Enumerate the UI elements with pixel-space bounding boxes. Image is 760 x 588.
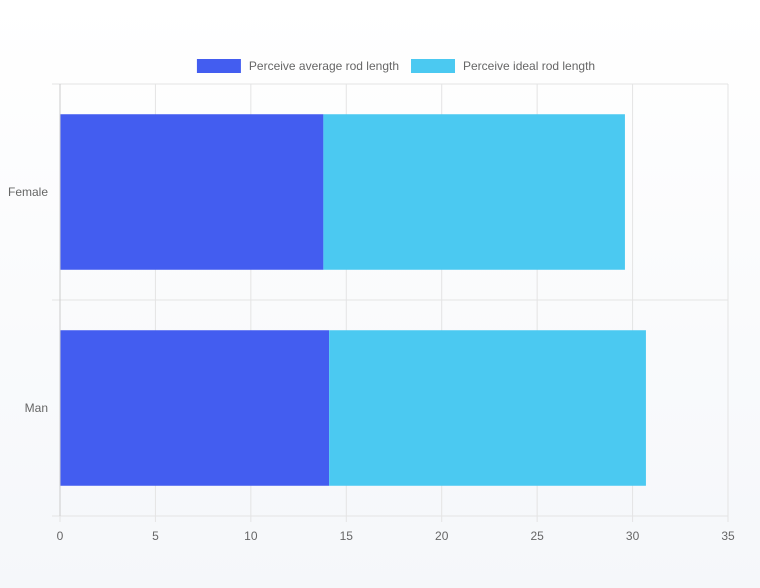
bar-man-series-2[interactable]: [329, 330, 646, 486]
x-tick-label: 0: [57, 529, 64, 543]
legend-label: Perceive ideal rod length: [463, 59, 595, 73]
x-tick-label: 15: [340, 529, 354, 543]
legend-swatch: [411, 59, 456, 73]
y-category-label: Man: [25, 401, 48, 415]
x-tick-label: 30: [626, 529, 640, 543]
bar-female-series-2[interactable]: [323, 114, 625, 270]
legend-label: Perceive average rod length: [249, 59, 399, 73]
x-tick-label: 35: [721, 529, 735, 543]
legend-swatch: [196, 59, 241, 73]
x-tick-label: 5: [152, 529, 159, 543]
x-tick-label: 10: [244, 529, 258, 543]
legend-item-series-1[interactable]: Perceive average rod length: [196, 59, 399, 73]
legend-item-series-2[interactable]: Perceive ideal rod length: [411, 59, 595, 73]
bars: [60, 114, 646, 486]
legend[interactable]: Perceive average rod length Perceive idea…: [196, 59, 595, 73]
x-tick-label: 25: [530, 529, 544, 543]
bar-female-series-1[interactable]: [60, 114, 324, 270]
axes: 0 5 10 15 20 25 30 35 Female Man: [8, 84, 735, 543]
y-category-label: Female: [8, 185, 48, 199]
x-tick-label: 20: [435, 529, 449, 543]
bar-man-series-1[interactable]: [60, 330, 330, 486]
